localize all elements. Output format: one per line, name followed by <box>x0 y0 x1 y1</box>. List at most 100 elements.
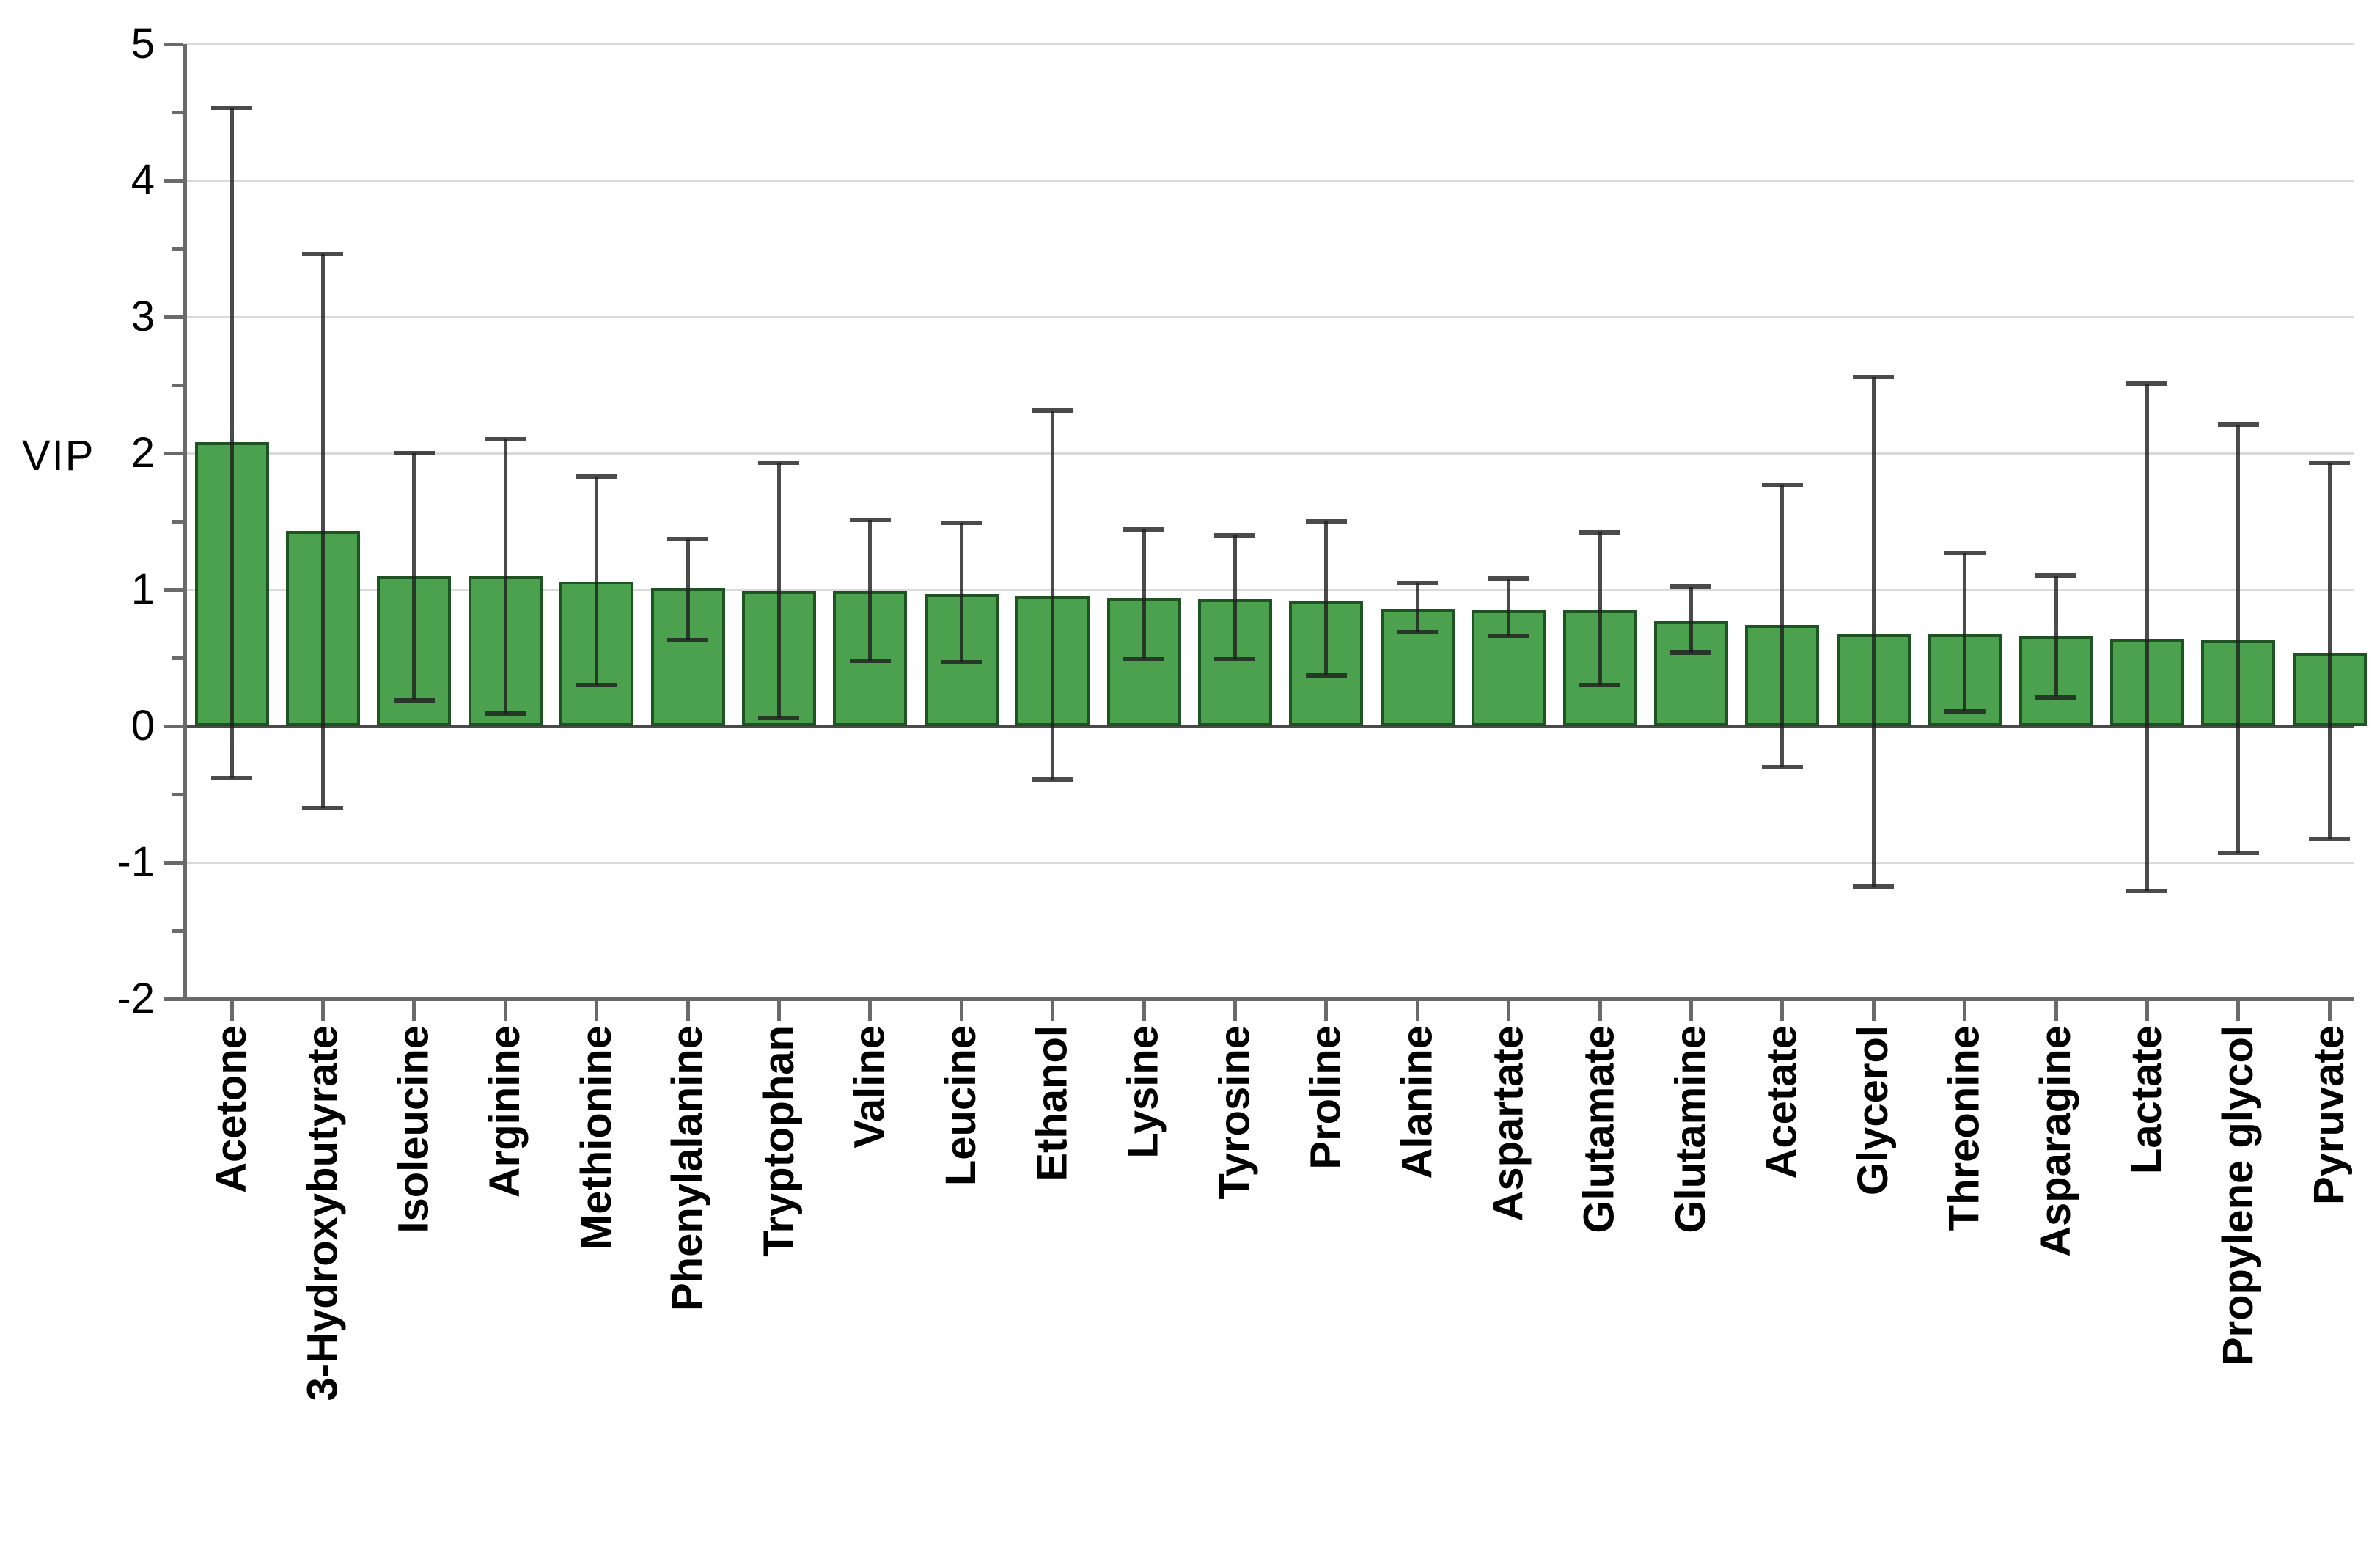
error-bar-cap-bottom <box>393 697 435 703</box>
x-category-label-text: Propylene glycol <box>2214 1025 2262 1366</box>
y-minor-tick <box>172 384 183 387</box>
x-tick <box>1507 999 1511 1021</box>
error-bar-line <box>412 453 416 700</box>
x-category-label-text: Valine <box>845 1025 894 1148</box>
error-bar-cap-top <box>2309 461 2351 466</box>
error-bar-line <box>776 463 781 718</box>
error-bar-cap-top <box>667 537 708 542</box>
x-tick <box>595 999 599 1021</box>
gridline <box>185 589 2354 591</box>
y-major-tick <box>164 452 183 455</box>
error-bar-cap-bottom <box>758 715 800 720</box>
y-major-tick <box>164 179 183 183</box>
x-tick <box>1415 999 1419 1021</box>
error-bar-line <box>1871 376 1876 887</box>
x-tick <box>2054 999 2058 1021</box>
error-bar-cap-top <box>2126 381 2168 386</box>
error-bar-cap-bottom <box>1944 708 1986 714</box>
x-tick <box>2327 999 2332 1021</box>
x-axis-line <box>183 997 2354 1001</box>
y-minor-tick <box>172 656 183 660</box>
error-bar-cap-top <box>211 106 252 111</box>
x-category-label-text: 3-Hydroxybutyrate <box>298 1025 347 1401</box>
y-tick-label: 1 <box>131 565 155 613</box>
x-tick <box>2236 999 2241 1021</box>
error-bar-cap-top <box>2035 573 2076 579</box>
y-tick-label: 3 <box>131 293 155 340</box>
x-category-label-text: Proline <box>1301 1025 1350 1170</box>
y-major-tick <box>164 861 183 865</box>
gridline <box>185 316 2354 318</box>
error-bar-cap-bottom <box>1305 673 1347 678</box>
x-tick <box>686 999 690 1021</box>
error-bar-line <box>503 439 507 714</box>
x-category-label-text: Acetate <box>1758 1025 1806 1179</box>
error-bar-cap-top <box>1397 580 1439 585</box>
y-minor-tick <box>172 520 183 524</box>
error-bar-line <box>2054 576 2058 697</box>
error-bar-line <box>320 254 325 808</box>
x-tick <box>1963 999 1967 1021</box>
x-tick <box>1142 999 1146 1021</box>
error-bar-line <box>2145 384 2149 892</box>
x-tick <box>1051 999 1055 1021</box>
error-bar-cap-bottom <box>1488 634 1529 639</box>
error-bar-cap-top <box>1944 550 1986 555</box>
x-tick <box>959 999 963 1021</box>
error-bar-cap-bottom <box>2126 889 2168 894</box>
error-bar-cap-bottom <box>1579 683 1620 688</box>
x-tick <box>320 999 325 1021</box>
y-major-tick <box>164 315 183 319</box>
error-bar-cap-top <box>1032 408 1073 414</box>
x-tick <box>1689 999 1693 1021</box>
error-bar-cap-top <box>849 518 891 523</box>
y-tick-label: 0 <box>131 702 155 749</box>
gridline <box>185 43 2354 45</box>
y-minor-tick <box>172 247 183 251</box>
y-minor-tick <box>172 929 183 933</box>
x-tick <box>1780 999 1785 1021</box>
bar-alanine <box>1380 609 1455 726</box>
x-category-label-text: Glutamate <box>1576 1025 1623 1234</box>
y-major-tick <box>164 997 183 1001</box>
error-bar-line <box>1963 552 1967 711</box>
x-tick <box>412 999 416 1021</box>
x-tick <box>1598 999 1602 1021</box>
y-minor-tick <box>172 111 183 114</box>
x-category-label-text: Acetone <box>207 1025 255 1193</box>
error-bar-cap-bottom <box>485 711 526 716</box>
error-bar-cap-top <box>941 520 983 525</box>
error-bar-cap-bottom <box>849 658 891 663</box>
error-bar-line <box>1598 532 1602 686</box>
x-category-label-text: Lactate <box>2123 1025 2171 1175</box>
error-bar-line <box>1233 535 1237 659</box>
x-category-label-text: Leucine <box>937 1025 985 1187</box>
error-bar-cap-top <box>1761 482 1803 487</box>
x-tick <box>1324 999 1329 1021</box>
error-bar-cap-bottom <box>302 805 344 810</box>
error-bar-cap-top <box>1853 374 1895 379</box>
x-tick <box>1871 999 1876 1021</box>
error-bar-cap-bottom <box>2035 694 2076 700</box>
bar-glutamine <box>1653 620 1728 726</box>
x-category-label-text: Glutamine <box>1667 1025 1715 1234</box>
error-bar-line <box>229 108 234 778</box>
error-bar-cap-top <box>1123 527 1164 532</box>
error-bar-line <box>1324 521 1329 676</box>
y-tick-label: 4 <box>131 156 155 204</box>
error-bar-cap-top <box>758 461 800 466</box>
y-minor-tick <box>172 793 183 796</box>
zero-baseline <box>185 725 2354 728</box>
y-axis-line <box>183 44 187 999</box>
error-bar-cap-bottom <box>1397 629 1439 634</box>
error-bar-line <box>1689 587 1693 653</box>
x-category-label-text: Pyruvate <box>2305 1025 2354 1206</box>
error-bar-cap-top <box>1579 529 1620 535</box>
x-category-label-text: Methionine <box>572 1025 620 1250</box>
y-tick-label: -2 <box>117 975 155 1022</box>
x-category-label-text: Phenylalanine <box>664 1025 711 1312</box>
error-bar-line <box>1415 582 1419 632</box>
x-category-label-text: Alanine <box>1393 1025 1441 1179</box>
error-bar-cap-bottom <box>211 775 252 780</box>
error-bar-line <box>1142 529 1146 659</box>
